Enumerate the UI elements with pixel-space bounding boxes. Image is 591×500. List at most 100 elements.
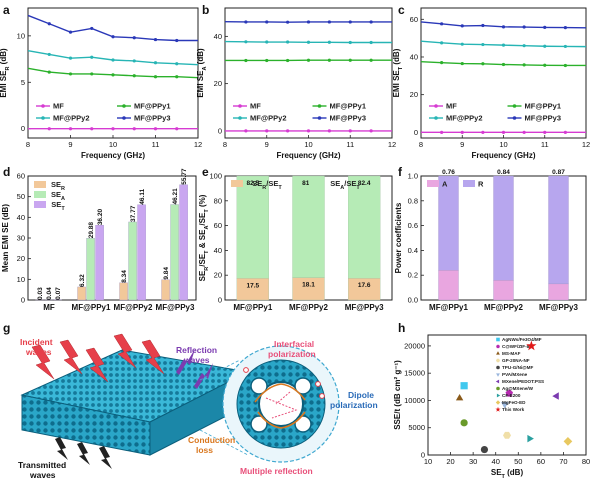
x-tick-label: 11 (346, 140, 354, 149)
series-point-MF (481, 130, 485, 134)
series-point-MF (132, 127, 136, 131)
bar-value-label: 37.77 (130, 205, 137, 222)
bar-value-label: 9.84 (163, 267, 170, 280)
legend-marker-PVA/MXene (496, 373, 500, 377)
bar-A (493, 280, 514, 301)
scatter-point-GP-20NA-NF (503, 431, 511, 439)
x-tick-label: 10 (109, 140, 117, 149)
legend-label-TPU-G/Ni@MF: TPU-G/Ni@MF (502, 365, 533, 370)
y-tick-label: 0.6 (408, 221, 418, 230)
bar-SE_A (128, 221, 137, 301)
series-point-MF@PPy2 (563, 44, 567, 49)
x-tick-label: 50 (514, 457, 522, 466)
series-point-MF@PPy3 (543, 25, 547, 30)
dipole-polarization-label: Dipole polarization (330, 390, 378, 410)
scatter-point-C@WF/ZIF-8 (505, 389, 513, 397)
panel-a-se-r-chart: 8 9 10 11 12 0 5 10 Frequency (GHz) EMI SER (dB) M… (0, 7, 202, 160)
y-tick-label: 0.8 (408, 196, 418, 205)
interfacial-polarization-label: Interfacial polarization (268, 339, 316, 359)
series-point-MF@PPy1 (90, 72, 94, 76)
y-tick-label: 40 (214, 32, 222, 41)
series-point-MF@PPy3 (481, 23, 485, 28)
x-tick-label: 30 (469, 457, 477, 466)
y-tick-label: 0 (21, 124, 25, 133)
series-point-MF (348, 129, 352, 133)
y-tick-label: 0.0 (408, 296, 418, 305)
y-tick-label: 10000 (404, 396, 425, 405)
reflection-wave-bolts (176, 349, 213, 389)
legend-label-A: A (442, 180, 448, 189)
series-point-MF@PPy1 (348, 58, 352, 62)
series-point-MF (306, 129, 311, 133)
panel-label-h: h (398, 321, 405, 335)
bar-SE_R (119, 282, 128, 301)
bar-value-label: 36.20 (97, 209, 104, 226)
series-point-MF@PPy2 (90, 55, 94, 59)
series-point-MF@PPy2 (132, 59, 136, 63)
y-tick-label: 5000 (408, 423, 425, 432)
series-point-MF@PPy2 (244, 40, 248, 44)
y-tick-label: 0 (414, 128, 418, 137)
legend-swatch-A (427, 180, 439, 187)
series-point-MF@PPy2 (327, 40, 331, 44)
y-tick-label: 1.0 (408, 172, 418, 181)
legend-marker-MgFeO-ED (495, 400, 501, 405)
x-tick-label: 11 (152, 140, 160, 149)
y-axis-label: EMI SET (dB) (392, 48, 404, 97)
series-point-MF@PPy1 (244, 58, 248, 63)
bar-value-label: 81.9 (302, 180, 315, 187)
scatter-point-MXene/PEDOT:PSS (552, 392, 559, 400)
series-point-MF@PPy1 (47, 70, 51, 74)
series-point-MF (90, 127, 94, 131)
x-category-label: MF@PPy3 (345, 303, 384, 312)
incident-wave-bolts (31, 333, 165, 383)
transmitted-wave-bolts (55, 437, 112, 469)
panel-label-g: g (3, 321, 10, 335)
series-point-MF@PPy1 (153, 75, 158, 79)
legend-marker-MF (238, 104, 242, 108)
x-tick-label: 12 (388, 140, 396, 149)
legend-marker-MF (434, 104, 438, 108)
legend-swatch-SE_R/SE_T (231, 180, 243, 187)
series-point-MF@PPy3 (132, 36, 136, 40)
panel-label-e: e (202, 165, 209, 179)
series-point-MF@PPy3 (522, 25, 526, 29)
series-point-MF@PPy3 (369, 20, 373, 24)
y-tick-label: 0.4 (408, 246, 418, 255)
legend-marker-MF@PPy3 (317, 116, 322, 120)
legend-label-PVA/MXene: PVA/MXene (502, 372, 528, 377)
legend-label-MF@PPy3: MF@PPy3 (330, 114, 367, 123)
x-tick-label: 9 (460, 140, 464, 149)
conduction-loss-label: Conduction loss (188, 435, 235, 455)
y-tick-label: 10 (17, 275, 25, 284)
series-point-MF@PPy1 (286, 58, 290, 63)
y-axis-label: SER/SET & SEA/SET (%) (198, 194, 210, 281)
x-tick-label: 9 (68, 140, 72, 149)
y-axis-label: SSE/t (dB cm² g⁻¹) (393, 360, 402, 430)
bar-value-label: 0.87 (552, 169, 565, 176)
bar-value-label: 8.34 (121, 270, 128, 283)
y-axis-label: EMI SER (dB) (0, 48, 11, 98)
legend-label-SE_A: SEA (51, 190, 65, 202)
legend-label-Ag@MXene/W: Ag@MXene/W (502, 386, 534, 391)
series-point-MF@PPy1 (481, 62, 485, 66)
series-point-MF@PPy2 (369, 40, 373, 45)
series-point-MF@PPy3 (327, 20, 331, 24)
scatter-point-CF-E200 (527, 434, 534, 443)
series-point-MF@PPy1 (369, 58, 373, 62)
bar-SE_R (77, 286, 86, 301)
legend-marker-This Work (495, 406, 501, 412)
series-point-MF@PPy3 (348, 20, 352, 24)
legend-label-MF@PPy3: MF@PPy3 (525, 114, 562, 123)
legend-label-MF: MF (250, 102, 261, 111)
bar-SE_A/SE_T (236, 175, 269, 279)
series-point-MF@PPy2 (440, 41, 444, 45)
series-point-MF@PPy1 (111, 73, 115, 77)
legend-label-MF@PPy1: MF@PPy1 (525, 102, 562, 111)
legend-label-MF@PPy1: MF@PPy1 (330, 102, 367, 111)
legend-label-MF@PPy2: MF@PPy2 (250, 114, 287, 123)
y-tick-label: 30 (17, 234, 25, 243)
bar-value-label: 29.88 (88, 222, 95, 239)
legend-marker-MS-MAF (496, 351, 500, 355)
